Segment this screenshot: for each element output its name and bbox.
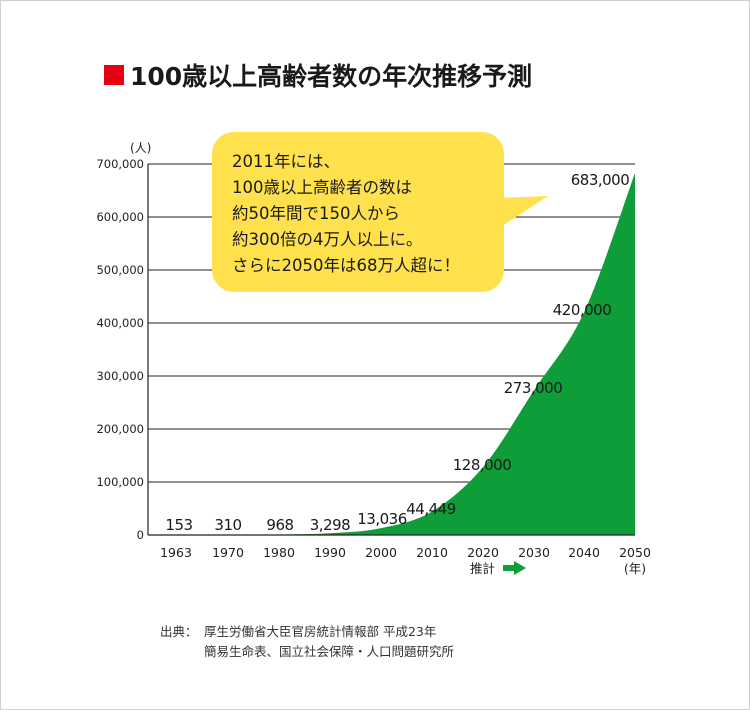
source-note: 出典： 厚生労働省大臣官房統計情報部 平成23年 簡易生命表、国立社会保障・人口問…	[160, 622, 454, 662]
source-line-2: 簡易生命表、国立社会保障・人口問題研究所	[204, 644, 455, 659]
title-text: 100歳以上高齢者数の年次推移予測	[130, 62, 533, 91]
bubble-line: さらに2050年は68万人超に！	[232, 256, 460, 275]
data-label: 44,449	[406, 500, 456, 518]
estimate-arrow-icon	[514, 561, 526, 575]
estimate-label: 推計	[470, 561, 495, 576]
bubble-line: 約50年間で150人から	[232, 204, 400, 223]
speech-bubble-tail	[498, 196, 548, 226]
x-tick-label: 2050	[619, 545, 651, 560]
data-label: 273,000	[504, 379, 563, 397]
y-tick-label: 400,000	[96, 316, 144, 330]
x-tick-label: 1980	[263, 545, 295, 560]
chart-title: 100歳以上高齢者数の年次推移予測	[104, 57, 532, 93]
bubble-line: 約300倍の4万人以上に。	[232, 230, 423, 249]
estimate-arrow-shaft	[503, 565, 515, 571]
x-tick-label: 1963	[160, 545, 192, 560]
data-label: 683,000	[571, 171, 630, 189]
y-tick-label: 100,000	[96, 475, 144, 489]
x-tick-label: 2020	[467, 545, 499, 560]
y-tick-label: 600,000	[96, 210, 144, 224]
data-label: 420,000	[553, 301, 612, 319]
speech-bubble-text: 2011年には、 100歳以上高齢者の数は 約50年間で150人から 約300倍…	[232, 149, 512, 279]
data-label: 128,000	[453, 456, 512, 474]
data-label: 13,036	[357, 510, 407, 528]
x-tick-label: 1970	[212, 545, 244, 560]
data-area	[176, 173, 635, 535]
x-tick-label: 2040	[568, 545, 600, 560]
x-tick-label: 1990	[314, 545, 346, 560]
y-tick-label: 700,000	[96, 157, 144, 171]
y-unit-label: (人)	[130, 141, 151, 155]
data-label: 153	[165, 516, 192, 534]
data-label: 3,298	[310, 516, 350, 534]
data-label: 968	[266, 516, 293, 534]
x-tick-label: 2030	[518, 545, 550, 560]
bubble-line: 100歳以上高齢者の数は	[232, 178, 412, 197]
x-tick-label: 2000	[365, 545, 397, 560]
data-label: 310	[214, 516, 241, 534]
speech-bubble	[212, 132, 504, 292]
source-label: 出典：	[160, 624, 198, 639]
x-unit-label: (年)	[624, 561, 646, 576]
y-tick-label: 300,000	[96, 369, 144, 383]
x-tick-label: 2010	[416, 545, 448, 560]
y-tick-label: 200,000	[96, 422, 144, 436]
bubble-line: 2011年には、	[232, 152, 340, 171]
y-tick-label: 0	[137, 528, 144, 542]
y-tick-label: 500,000	[96, 263, 144, 277]
source-line-1: 厚生労働省大臣官房統計情報部 平成23年	[204, 624, 437, 639]
title-square-icon	[104, 65, 124, 85]
